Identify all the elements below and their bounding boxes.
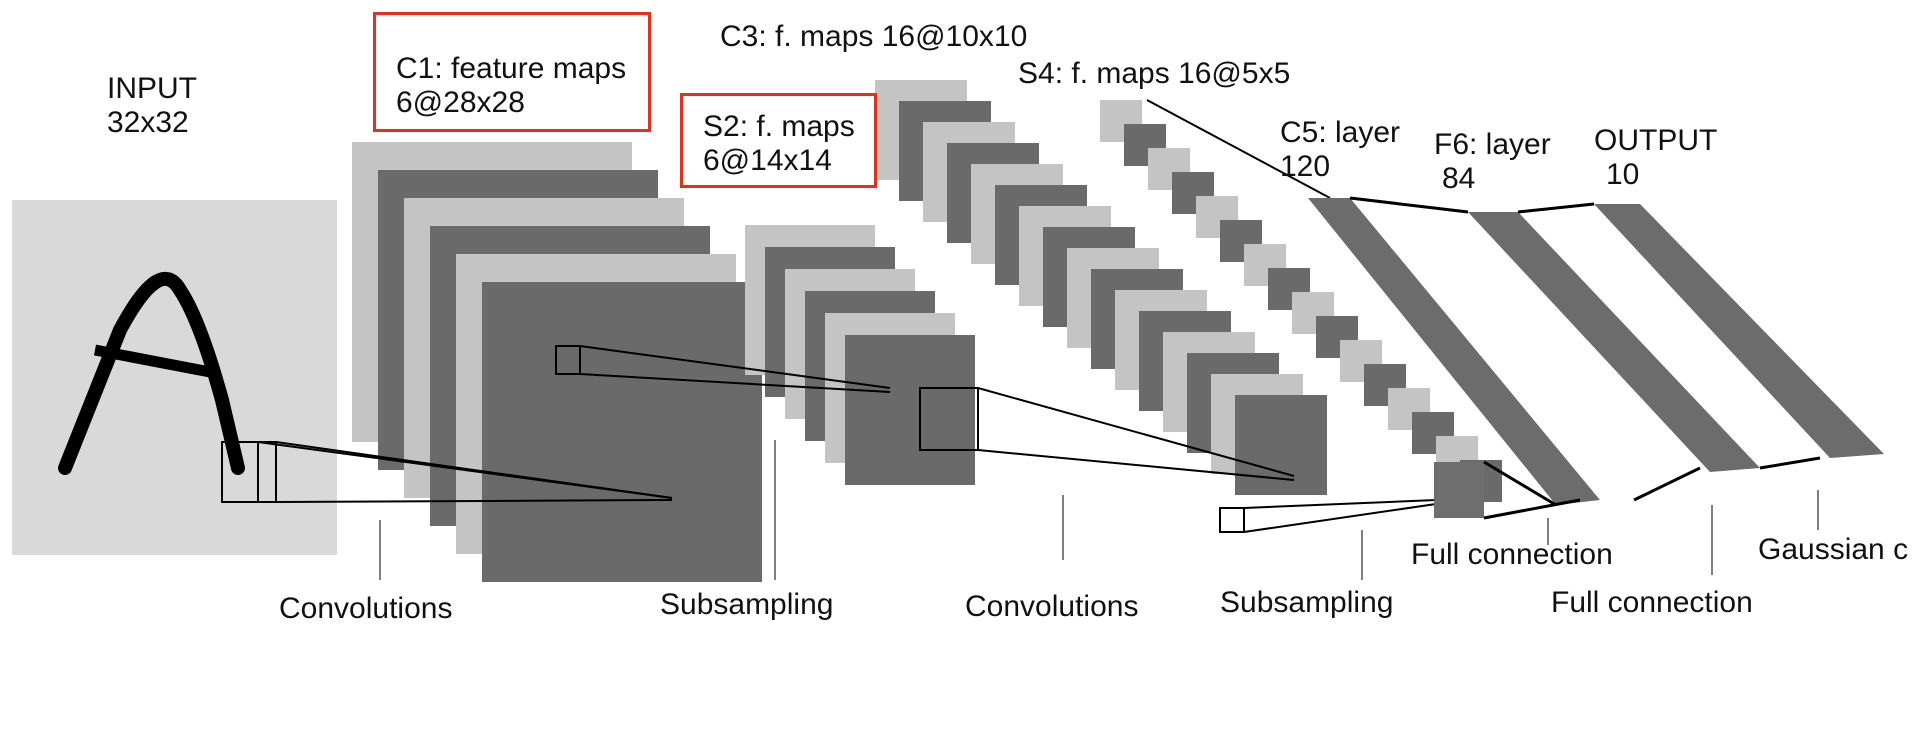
full-connection-lines [1349,196,1821,520]
c5-input-square [1434,462,1484,518]
input-receptive-field-outer [221,441,259,503]
operation-subsampling-2: Subsampling [1220,586,1394,619]
output-layer-band [1594,204,1884,458]
connection-lines [257,99,1437,533]
input-name: INPUT [107,72,197,105]
c5-layer-band [1308,198,1600,505]
operation-convolutions-1: Convolutions [279,592,453,625]
f6-name: F6: layer [1434,128,1551,161]
input-glyph-bar [93,344,212,378]
output-label: OUTPUT 10 [1594,124,1717,192]
operation-convolutions-2: Convolutions [965,590,1139,623]
s4-receptive-field [1219,507,1245,533]
s2-feature-map-stack [745,225,975,485]
c1-feature-map [482,282,762,582]
c1-receptive-field [555,345,581,375]
operation-subsampling-1: Subsampling [660,588,834,621]
output-size: 10 [1606,158,1640,191]
c5-label: C5: layer 120 [1280,116,1400,184]
f6-size: 84 [1442,162,1476,195]
c5-size: 120 [1280,150,1331,183]
input-label: INPUT 32x32 [107,72,197,140]
input-image [12,200,337,555]
c1-feature-map-stack [352,142,762,582]
s4-label: S4: f. maps 16@5x5 [1018,57,1291,90]
s2-feature-map [845,335,975,485]
s2-size: 6@14x14 [703,144,832,177]
c1-size: 6@28x28 [396,86,525,119]
input-glyph-a [58,272,245,475]
s2-highlight-box [680,93,877,188]
c1-label: C1: feature maps 6@28x28 [396,52,626,120]
s2-receptive-field [919,387,979,451]
operation-ticks [379,440,1819,580]
c3-feature-map-stack [875,80,1327,495]
s2-name: S2: f. maps [703,110,855,143]
c1-name: C1: feature maps [396,52,627,85]
c5-name: C5: layer [1280,116,1401,149]
s2-label: S2: f. maps 6@14x14 [703,110,855,178]
c3-label: C3: f. maps 16@10x10 [720,20,1028,53]
operation-gaussian-connection: Gaussian c [1758,533,1909,566]
c1-highlight-box [373,12,651,132]
c3-feature-map [1235,395,1327,495]
output-name: OUTPUT [1594,124,1718,157]
input-size: 32x32 [107,106,189,139]
f6-layer-band [1468,212,1760,472]
operation-full-connection-2: Full connection [1551,586,1753,619]
f6-label: F6: layer 84 [1434,128,1551,196]
operation-full-connection-1: Full connection [1411,538,1613,571]
